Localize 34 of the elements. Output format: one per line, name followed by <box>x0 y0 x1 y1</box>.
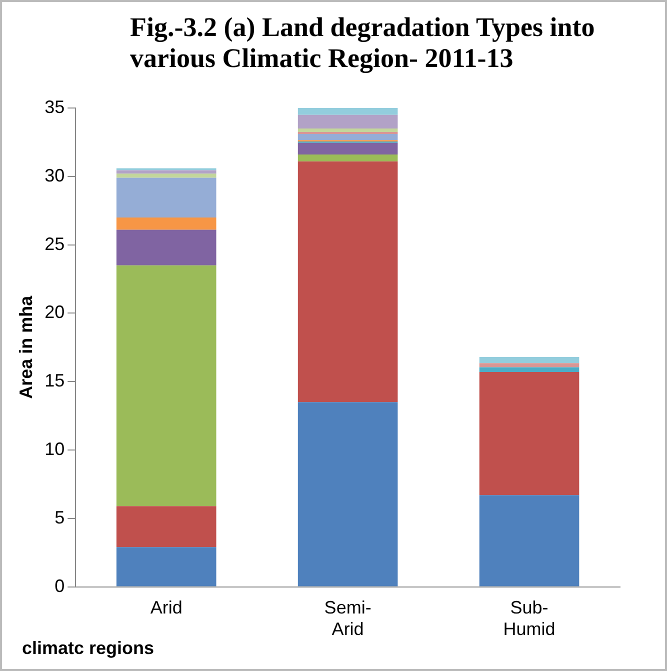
bar <box>116 230 216 266</box>
bar <box>298 154 398 162</box>
y-axis-title: Area in mha <box>16 294 36 399</box>
y-tick-label: 10 <box>44 438 65 459</box>
bar <box>116 174 216 178</box>
bar <box>298 402 398 586</box>
y-tick-label: 25 <box>44 234 65 254</box>
y-tick-label: 0 <box>54 576 65 596</box>
bar <box>298 161 398 402</box>
y-tick-label: 35 <box>44 96 65 117</box>
bar <box>116 265 216 506</box>
x-axis-title: climatc regions <box>22 638 154 659</box>
y-tick-label: 15 <box>44 370 65 391</box>
chart-title: Fig.-3.2 (a) Land degradation Types into various Climatic Region- 2011-13 <box>130 12 596 74</box>
x-tick-label: Arid <box>150 598 182 618</box>
y-tick-label: 20 <box>44 302 65 322</box>
bar <box>479 495 580 586</box>
y-tick-label: 5 <box>54 507 65 528</box>
bar <box>116 217 216 230</box>
bar <box>298 114 398 129</box>
bar <box>116 506 216 548</box>
bar <box>479 356 580 364</box>
bar <box>116 547 216 586</box>
bar <box>479 372 580 496</box>
bar <box>479 367 580 372</box>
x-tick-label: Sub-Humid <box>503 598 556 640</box>
bar <box>298 134 398 140</box>
bar <box>116 178 216 218</box>
bar <box>298 128 398 132</box>
bar <box>116 170 216 174</box>
bar <box>298 142 398 155</box>
bar <box>479 363 580 368</box>
y-tick-label: 30 <box>44 165 65 186</box>
x-tick-label: Semi-Arid <box>324 598 372 640</box>
